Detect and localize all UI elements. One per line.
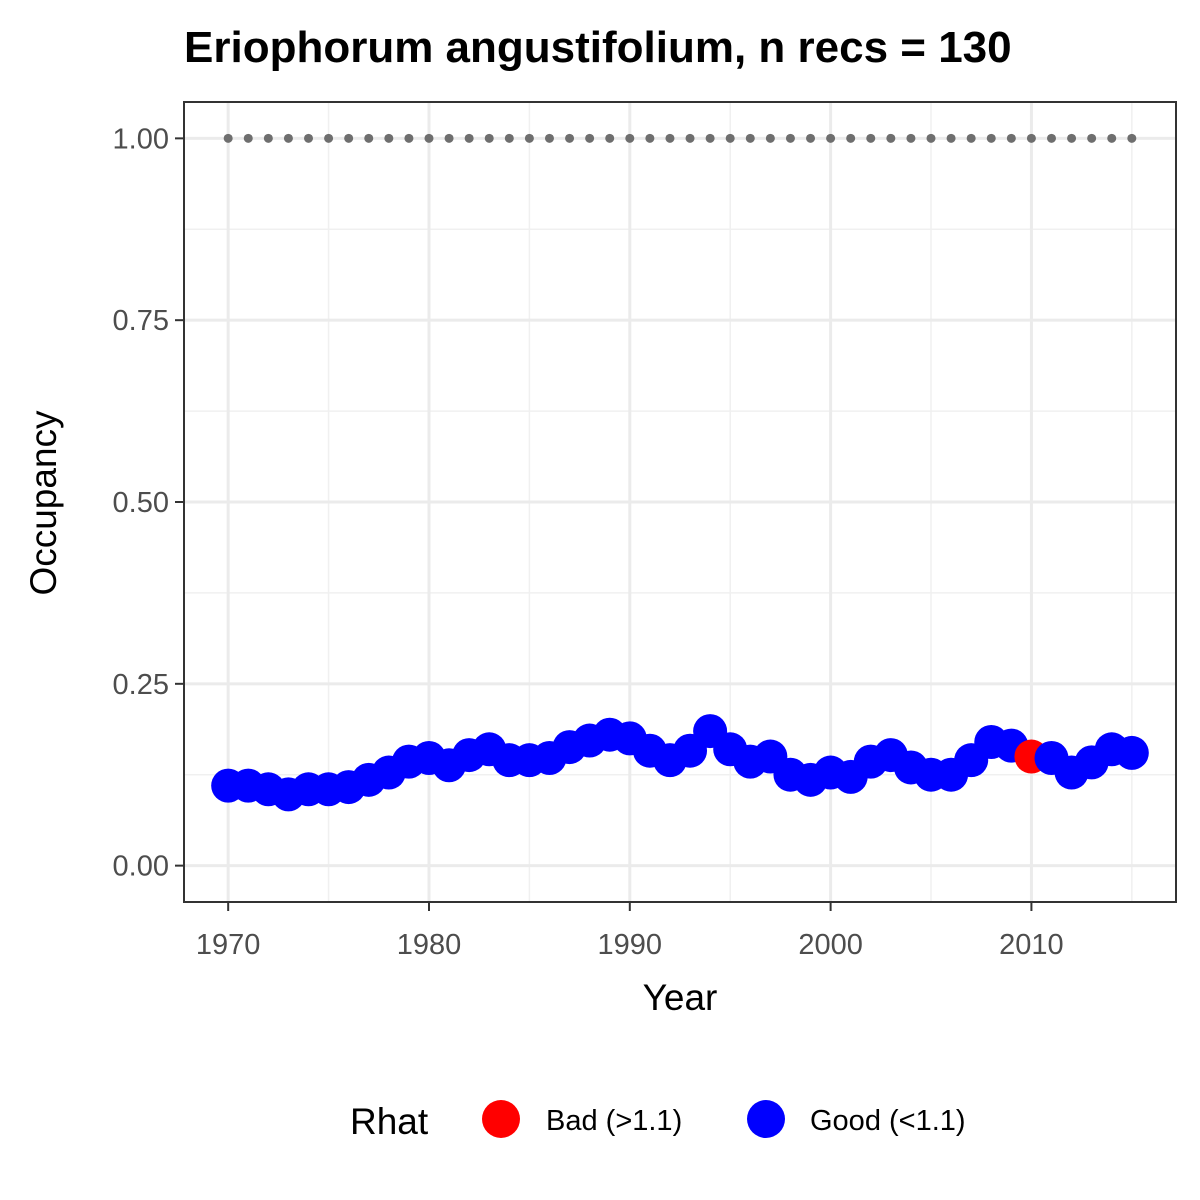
reference-dot [565, 133, 575, 143]
reference-dot [283, 133, 293, 143]
reference-dot [544, 133, 554, 143]
y-tick-label: 0.25 [113, 669, 169, 701]
reference-dot [806, 133, 816, 143]
x-tick-label: 1990 [598, 929, 663, 961]
reference-dot [685, 133, 695, 143]
reference-dot [304, 133, 314, 143]
reference-dot [223, 133, 233, 143]
data-point-good [1114, 735, 1149, 770]
y-tick-label: 1.00 [113, 123, 169, 155]
reference-dot [906, 133, 916, 143]
x-tick-label: 2010 [999, 929, 1064, 961]
reference-dot [243, 133, 253, 143]
reference-dot [725, 133, 735, 143]
reference-dot [1107, 133, 1117, 143]
reference-dot [1087, 133, 1097, 143]
x-tick-label: 2000 [798, 929, 863, 961]
reference-dot [826, 133, 836, 143]
axes: 1970 1980 1990 2000 2010 0.00 0.25 0.50 0.75 1.00 [113, 123, 1064, 961]
reference-dot [444, 133, 454, 143]
reference-dot [404, 133, 414, 143]
reference-dot [785, 133, 795, 143]
reference-dot [926, 133, 936, 143]
x-tick-label: 1970 [196, 929, 261, 961]
reference-dot [946, 133, 956, 143]
x-axis-title: Year [643, 977, 718, 1018]
reference-dot [966, 133, 976, 143]
legend-key-bad [482, 1100, 520, 1138]
y-tick-label: 0.75 [113, 305, 169, 337]
reference-dot [1026, 133, 1036, 143]
x-tick-label: 1980 [397, 929, 462, 961]
reference-dot [464, 133, 474, 143]
reference-dot [665, 133, 675, 143]
reference-dot [324, 133, 334, 143]
reference-dot [605, 133, 615, 143]
reference-dot [886, 133, 896, 143]
y-tick-label: 0.00 [113, 851, 169, 883]
reference-dot [384, 133, 394, 143]
reference-dot [484, 133, 494, 143]
reference-dot [745, 133, 755, 143]
chart-title: Eriophorum angustifolium, n recs = 130 [184, 23, 1012, 72]
reference-dot [625, 133, 635, 143]
reference-dot [344, 133, 354, 143]
reference-dot [585, 133, 595, 143]
legend-title: Rhat [350, 1101, 429, 1142]
reference-dot [524, 133, 534, 143]
reference-dot [866, 133, 876, 143]
legend: Rhat Bad (>1.1) Good (<1.1) [350, 1100, 966, 1142]
reference-dot [504, 133, 514, 143]
y-axis-title: Occupancy [23, 410, 64, 596]
reference-dot [263, 133, 273, 143]
reference-dot [1067, 133, 1077, 143]
reference-dot [1127, 133, 1137, 143]
legend-label-good: Good (<1.1) [810, 1105, 966, 1137]
occupancy-series [211, 714, 1149, 812]
reference-dot [846, 133, 856, 143]
reference-dot [705, 133, 715, 143]
reference-line [223, 133, 1137, 143]
y-tick-label: 0.50 [113, 487, 169, 519]
reference-dot [1046, 133, 1056, 143]
reference-dot [645, 133, 655, 143]
legend-key-good [747, 1100, 785, 1138]
reference-dot [424, 133, 434, 143]
reference-dot [765, 133, 775, 143]
legend-label-bad: Bad (>1.1) [546, 1105, 682, 1137]
reference-dot [1006, 133, 1016, 143]
reference-dot [986, 133, 996, 143]
reference-dot [364, 133, 374, 143]
